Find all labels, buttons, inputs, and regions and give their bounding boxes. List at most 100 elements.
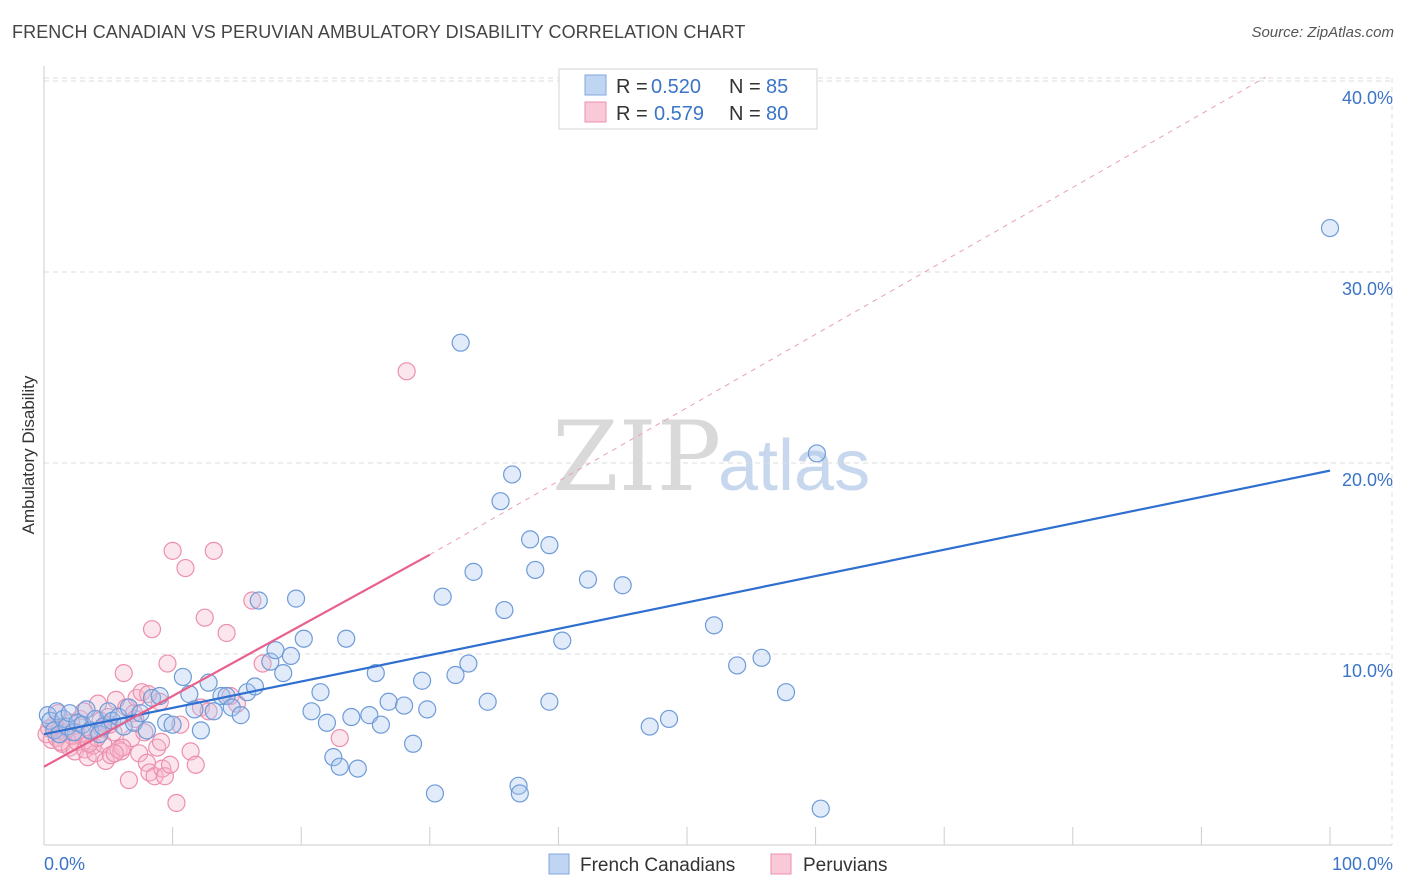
legend-swatch-peruvians: [770, 853, 792, 875]
point-french-canadians-50: [324, 748, 343, 767]
legend-label-french-canadians: French Canadians: [580, 855, 735, 876]
point-peruvians-64: [330, 728, 349, 748]
point-peruvians-30: [114, 663, 133, 683]
point-french-canadians-33: [204, 702, 223, 721]
point-french-canadians-62: [418, 700, 437, 719]
point-french-canadians-40: [249, 591, 268, 610]
point-french-canadians-77: [540, 536, 559, 555]
point-french-canadians-46: [294, 629, 313, 648]
point-peruvians-53: [181, 742, 200, 761]
point-french-canadians-51: [330, 757, 349, 776]
point-french-canadians-54: [348, 759, 367, 778]
point-french-canadians-64: [433, 587, 452, 606]
point-french-canadians-67: [459, 654, 478, 673]
legend-swatch-french-canadians: [548, 853, 570, 875]
point-french-canadians-86: [752, 648, 771, 667]
point-french-canadians-89: [811, 799, 830, 818]
chart-source: Source: ZipAtlas.com: [1251, 24, 1394, 41]
legend-r-label-1: R =: [616, 76, 648, 98]
legend-swatch-blue: [584, 74, 607, 96]
point-french-canadians-88: [807, 444, 826, 463]
data-points: [37, 218, 1340, 818]
y-tick-label-1: 20.0%: [1342, 470, 1393, 490]
point-french-canadians-60: [403, 734, 423, 753]
point-french-canadians-73: [509, 776, 528, 795]
point-french-canadians-66: [451, 333, 470, 352]
point-french-canadians-82: [640, 717, 659, 736]
legend-n-value-2: 80: [766, 103, 788, 125]
point-french-canadians-26: [157, 713, 176, 732]
point-french-canadians-61: [412, 671, 432, 690]
tick-labels: 10.0% 20.0% 30.0% 40.0% 0.0% 100.0%: [44, 88, 1393, 874]
y-tick-label-2: 30.0%: [1342, 279, 1393, 299]
legend-swatch-pink: [584, 101, 607, 123]
point-french-canadians-90: [1320, 218, 1340, 238]
point-french-canadians-42: [266, 641, 285, 660]
point-peruvians-54: [186, 755, 205, 774]
point-peruvians-42: [145, 767, 164, 786]
y-tick-label-3: 40.0%: [1342, 88, 1393, 108]
point-french-canadians-59: [394, 696, 414, 715]
point-peruvians-41: [142, 620, 162, 639]
point-french-canadians-80: [578, 570, 598, 589]
y-axis-label: Ambulatory Disability: [19, 375, 38, 534]
point-peruvians-79: [105, 744, 124, 763]
point-peruvians-51: [171, 715, 190, 734]
watermark-atlas: atlas: [718, 426, 870, 506]
trend-line-french-canadians: [43, 469, 1331, 736]
point-peruvians-50: [167, 793, 186, 813]
point-french-canadians-41: [261, 652, 280, 671]
point-peruvians-59: [217, 623, 236, 643]
legend-label-peruvians: Peruvians: [803, 855, 888, 876]
point-french-canadians-81: [613, 576, 632, 595]
point-french-canadians-56: [366, 663, 385, 683]
point-french-canadians-27: [163, 715, 182, 734]
point-peruvians-52: [176, 558, 195, 578]
point-french-canadians-37: [231, 706, 250, 725]
point-french-canadians-23: [137, 721, 156, 740]
point-french-canadians-57: [371, 715, 391, 734]
point-french-canadians-29: [180, 685, 199, 704]
legend-r-label-2: R =: [616, 103, 648, 125]
point-peruvians-32: [119, 770, 138, 790]
point-french-canadians-78: [540, 692, 559, 711]
point-peruvians-35: [127, 688, 146, 708]
point-french-canadians-83: [659, 709, 679, 729]
point-peruvians-49: [163, 541, 182, 560]
point-french-canadians-72: [503, 465, 522, 484]
point-french-canadians-52: [337, 629, 356, 648]
point-french-canadians-63: [425, 784, 445, 803]
point-french-canadians-49: [317, 713, 337, 732]
trend-line-peruvians-extension: [429, 76, 1266, 556]
point-french-canadians-85: [728, 656, 747, 675]
legend-n-label-2: N =: [729, 103, 761, 125]
point-french-canadians-79: [553, 631, 572, 650]
series-legend: French Canadians Peruvians: [548, 853, 888, 876]
point-french-canadians-43: [274, 663, 293, 683]
y-tick-label-0: 10.0%: [1342, 661, 1393, 681]
point-peruvians-46: [155, 767, 174, 786]
legend-r-value-2: 0.579: [654, 103, 704, 125]
point-peruvians-57: [199, 702, 218, 721]
point-french-canadians-31: [191, 721, 210, 740]
x-tick-label-1: 100.0%: [1332, 854, 1393, 874]
x-tick-label-0: 0.0%: [44, 854, 85, 874]
point-french-canadians-65: [446, 665, 465, 685]
point-peruvians-19: [86, 744, 105, 763]
point-peruvians-62: [243, 591, 262, 610]
legend-r-value-1: 0.520: [651, 76, 701, 98]
point-french-canadians-75: [521, 530, 540, 549]
point-french-canadians-68: [464, 562, 483, 581]
point-peruvians-36: [130, 744, 149, 763]
point-french-canadians-44: [281, 646, 301, 666]
trend-lines: [43, 76, 1331, 768]
point-french-canadians-16: [99, 702, 118, 721]
point-peruvians-65: [397, 362, 416, 381]
legend-n-value-1: 85: [766, 76, 788, 98]
point-french-canadians-69: [478, 692, 497, 711]
point-french-canadians-74: [510, 784, 529, 803]
point-french-canadians-48: [311, 683, 330, 702]
point-french-canadians-76: [526, 560, 545, 580]
trend-line-peruvians: [43, 553, 431, 768]
